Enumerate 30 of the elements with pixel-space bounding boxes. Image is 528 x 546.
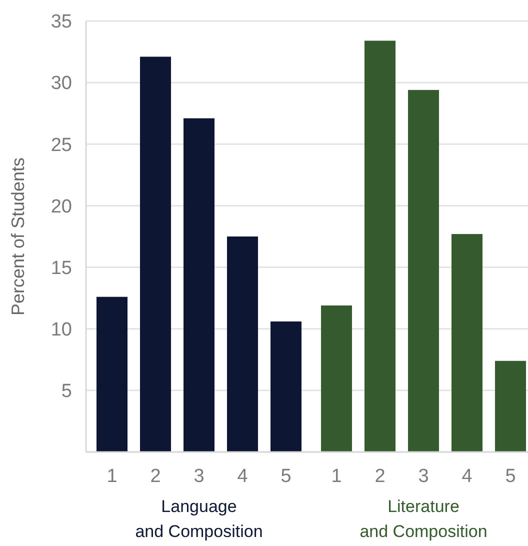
x-tick-label: 2 <box>374 466 386 487</box>
y-tick-label: 5 <box>61 381 72 402</box>
bar <box>408 90 439 452</box>
bar <box>184 118 214 452</box>
x-tick-label: 3 <box>418 466 429 487</box>
bar <box>270 321 302 452</box>
x-tick-label: 1 <box>106 466 118 487</box>
x-tick-label: 4 <box>462 466 473 487</box>
x-tick-label: 3 <box>194 466 204 487</box>
text: Literature and Composition <box>360 497 488 541</box>
bar <box>96 296 128 452</box>
x-tick-label: 1 <box>331 466 342 487</box>
x-tick-label: 4 <box>237 466 248 487</box>
y-tick-label: 15 <box>50 258 72 279</box>
x-tick-label: 5 <box>505 466 516 487</box>
y-tick-label: 20 <box>50 196 72 218</box>
bar <box>452 234 482 452</box>
bar <box>321 305 352 452</box>
y-tick-label: 35 <box>50 12 72 33</box>
bar <box>495 360 526 452</box>
y-tick-label: 30 <box>50 73 72 94</box>
x-tick-label: 2 <box>150 466 161 487</box>
y-tick-label: 10 <box>50 320 72 341</box>
y-tick-label: 25 <box>50 134 72 156</box>
x-tick-label: 5 <box>280 466 292 487</box>
bar <box>364 40 396 452</box>
y-axis-title: Percent of Students <box>8 157 28 316</box>
bar <box>227 236 258 452</box>
text: Language and Composition <box>135 497 263 541</box>
bar <box>140 56 171 452</box>
